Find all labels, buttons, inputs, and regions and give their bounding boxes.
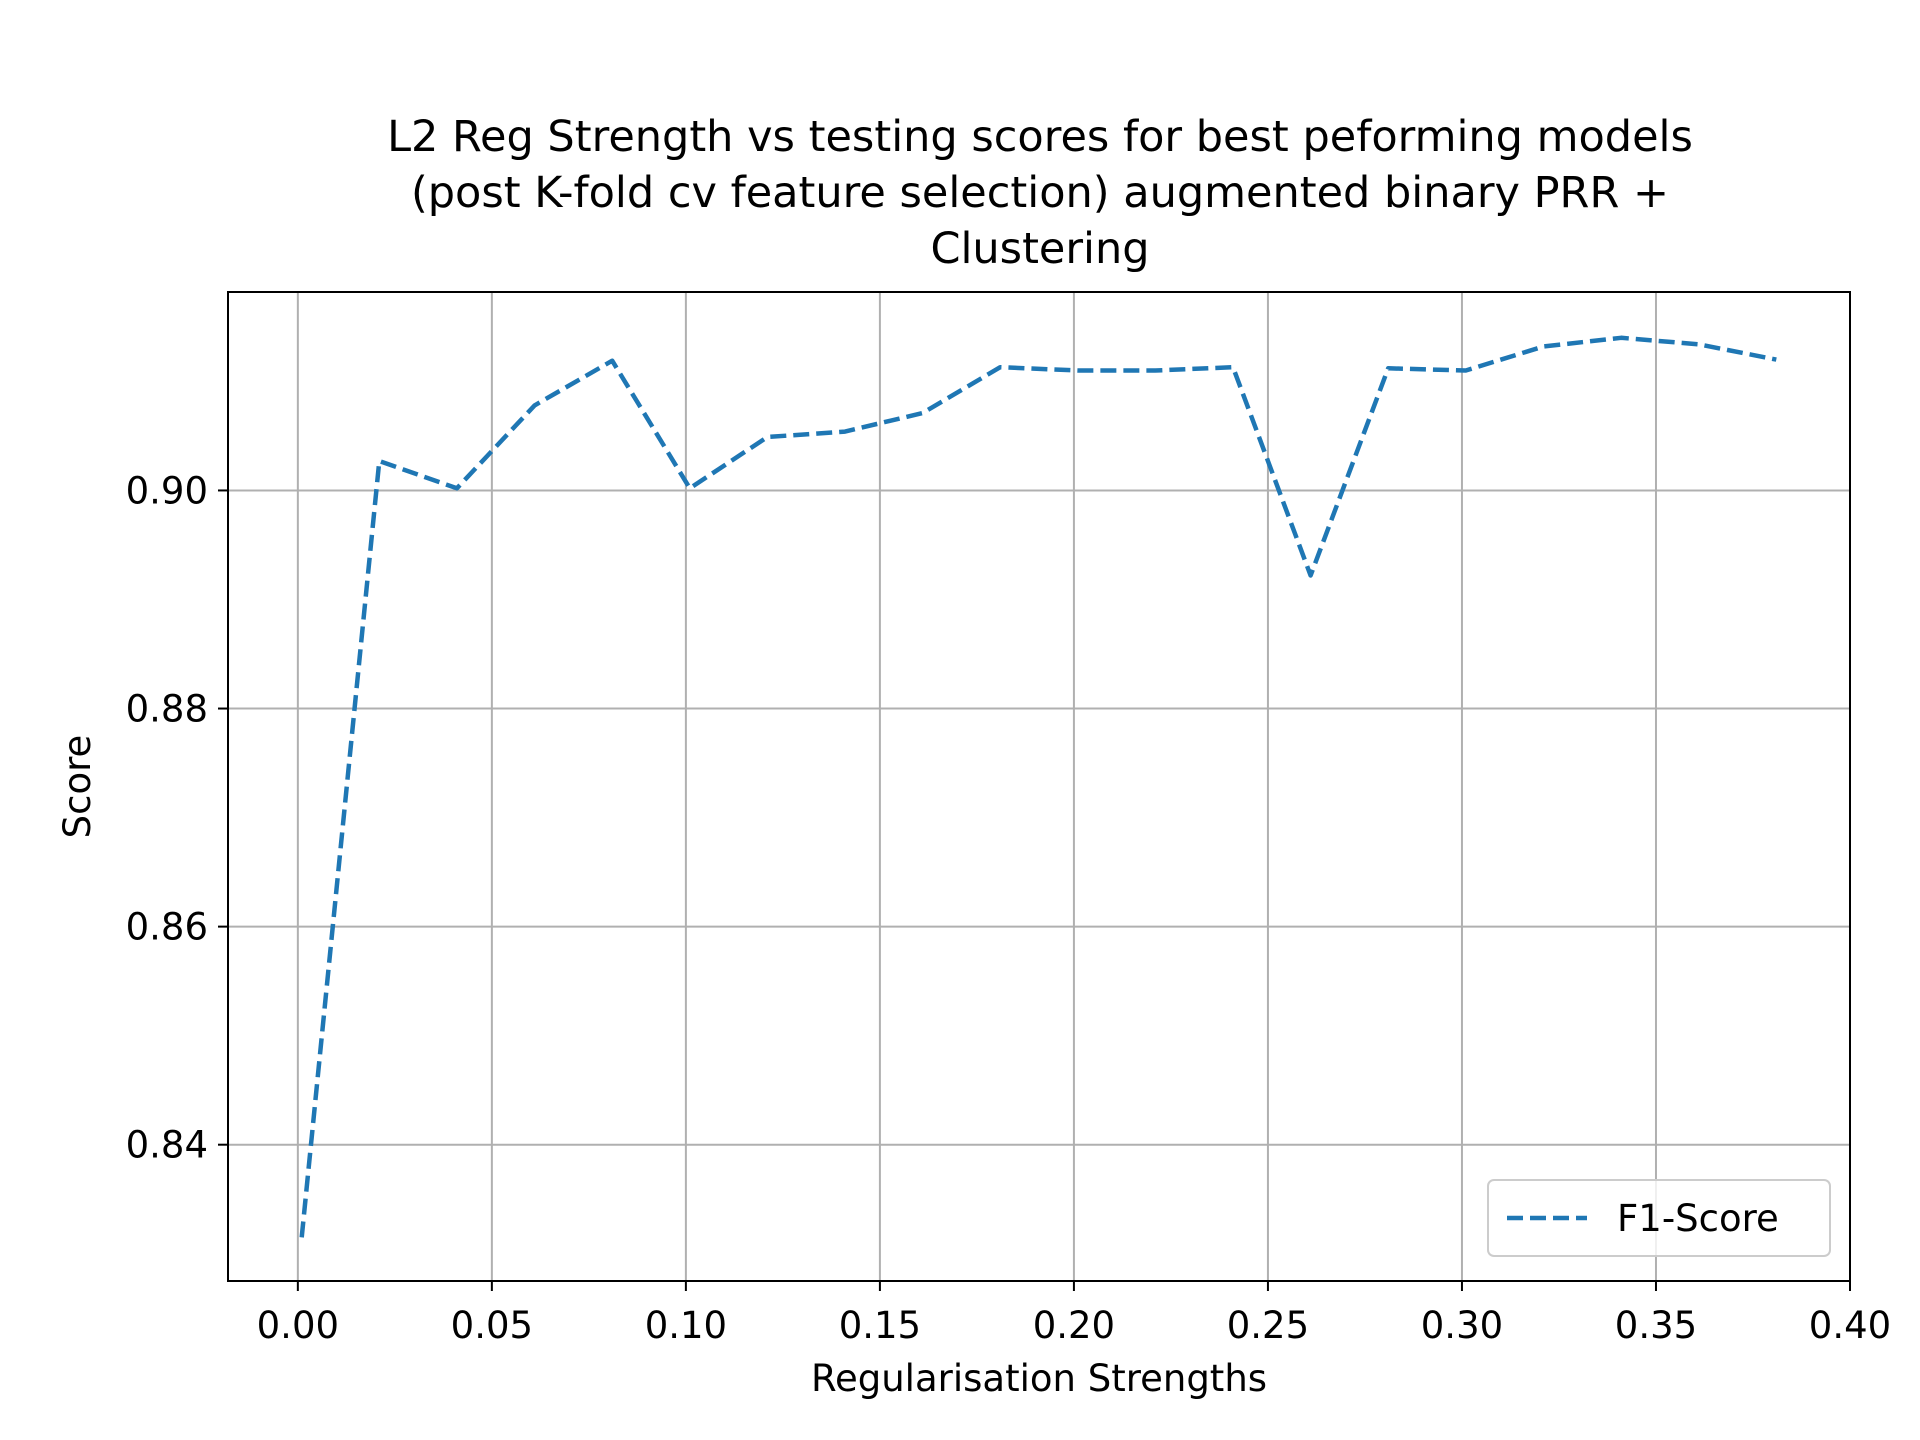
x-tick-label: 0.20 [1033, 1304, 1115, 1347]
legend: F1-Score [1487, 1179, 1831, 1257]
y-axis-label: Score [56, 735, 99, 839]
legend-box [1487, 1179, 1831, 1257]
y-tick-label: 0.86 [126, 906, 208, 949]
series-line-f1-score [299, 335, 1777, 1238]
x-tick-label: 0.35 [1615, 1304, 1697, 1347]
x-tick-label: 0.15 [839, 1304, 921, 1347]
x-tick-label: 0.25 [1227, 1304, 1309, 1347]
x-tick-label: 0.10 [645, 1304, 727, 1347]
chart-title-line: L2 Reg Strength vs testing scores for be… [387, 112, 1693, 162]
y-tick-label: 0.88 [126, 688, 208, 731]
x-tick-label: 0.00 [257, 1304, 339, 1347]
y-axis-ticks: 0.84 0.86 0.88 0.90 [126, 469, 228, 1167]
y-tick-label: 0.84 [126, 1124, 208, 1167]
x-axis-label: Regularisation Strengths [811, 1357, 1267, 1400]
x-tick-label: 0.30 [1421, 1304, 1503, 1347]
grid-lines [228, 292, 1851, 1281]
x-tick-label: 0.05 [451, 1304, 533, 1347]
legend-label-f1-score: F1-Score [1617, 1197, 1779, 1240]
chart-title-line: Clustering [930, 224, 1149, 274]
x-axis-ticks: 0.00 0.05 0.10 0.15 0.20 0.25 0.30 0.35 0.40 [257, 1281, 1891, 1347]
chart-title-line: (post K-fold cv feature selection) augme… [411, 168, 1669, 218]
chart-title: L2 Reg Strength vs testing scores for be… [387, 112, 1693, 274]
x-tick-label: 0.40 [1809, 1304, 1891, 1347]
plot-frame [227, 291, 1851, 1282]
y-tick-label: 0.90 [126, 469, 208, 512]
series-lines [299, 335, 1777, 1238]
